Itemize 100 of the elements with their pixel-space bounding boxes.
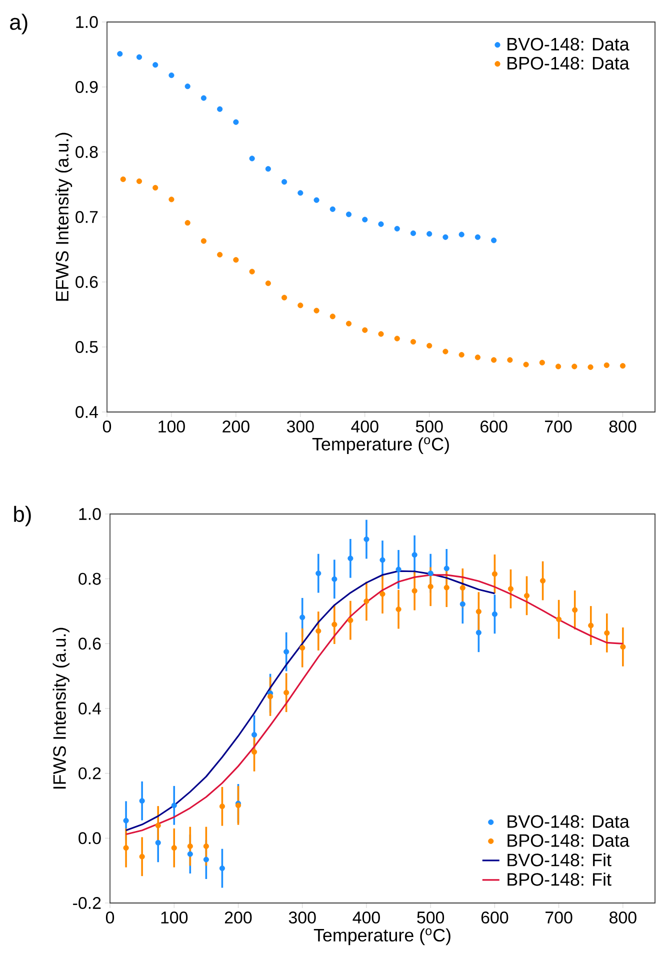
point [362, 327, 368, 333]
x-axis-title: Temperature ($^{o}$C) [314, 928, 450, 946]
point [332, 622, 338, 628]
point [200, 95, 207, 101]
point [460, 601, 466, 607]
point [184, 84, 190, 90]
point [265, 166, 271, 172]
point [139, 798, 145, 804]
point [492, 611, 498, 617]
point [555, 364, 562, 370]
point [136, 54, 142, 60]
legend-label: BVO-148: Data [508, 815, 630, 828]
x-tick-label: 600 [481, 912, 508, 924]
point [155, 822, 161, 828]
point [219, 866, 226, 872]
point [380, 591, 386, 597]
point [332, 576, 338, 582]
point [168, 196, 174, 202]
point [314, 197, 320, 203]
x-tick-label: 100 [158, 420, 185, 433]
point [171, 845, 177, 851]
point [300, 645, 306, 651]
x-tick-label: 500 [416, 420, 443, 433]
y-tick-label: 0.4 [76, 406, 98, 418]
x-tick-label: 300 [288, 912, 316, 924]
point [200, 238, 207, 244]
point [203, 856, 209, 862]
point [364, 536, 370, 542]
point [217, 106, 223, 112]
point [203, 843, 209, 850]
point [604, 362, 610, 368]
x-tick-label: 200 [222, 420, 250, 433]
point [314, 308, 320, 314]
point [233, 119, 239, 125]
point [316, 628, 322, 634]
point [348, 618, 354, 624]
point [217, 252, 223, 258]
point [330, 206, 336, 212]
point [491, 357, 497, 363]
x-tick-label: 0 [102, 420, 112, 433]
point [491, 238, 497, 244]
point [136, 178, 142, 184]
legend-label: BPO-148: Data [508, 56, 630, 70]
point [604, 630, 610, 636]
x-tick-label: 200 [224, 912, 252, 924]
x-tick-label: 500 [417, 912, 444, 924]
point [316, 570, 322, 576]
point [123, 845, 129, 851]
point [460, 585, 466, 591]
point [412, 552, 418, 558]
y-axis-title: EFWS Intensity (a.u.) [55, 132, 72, 301]
point [298, 302, 304, 308]
point [426, 231, 432, 237]
point [588, 364, 594, 370]
x-tick-label: 700 [545, 420, 572, 433]
point [588, 622, 594, 628]
point [394, 336, 400, 342]
point [394, 226, 400, 232]
y-tick-label: -0.2 [73, 896, 101, 909]
point [378, 331, 384, 337]
point [346, 212, 352, 218]
point [364, 598, 370, 604]
y-tick-label: 0.0 [78, 832, 101, 844]
point [620, 363, 626, 369]
point [458, 232, 464, 238]
y-tick-label: 0.7 [76, 210, 98, 223]
point [184, 220, 190, 226]
legend-label: BPO-148: Fit [508, 872, 612, 886]
point [300, 614, 306, 620]
point [572, 364, 578, 370]
point [187, 851, 193, 857]
point [442, 234, 448, 240]
point [281, 294, 288, 300]
point [426, 342, 432, 348]
point [281, 179, 288, 185]
chart-title: b) [14, 506, 31, 526]
point [362, 216, 368, 222]
point [410, 338, 416, 345]
x-tick-label: 0 [106, 912, 114, 924]
point [249, 156, 255, 162]
x-tick-label: 400 [351, 420, 378, 433]
point [492, 571, 498, 577]
point [507, 357, 513, 363]
point [267, 694, 274, 700]
point [152, 62, 158, 68]
point [117, 51, 123, 57]
point [620, 644, 626, 650]
point [219, 804, 226, 810]
point [152, 184, 158, 191]
y-axis-title: IFWS Intensity (a.u.) [52, 628, 70, 789]
point [458, 352, 464, 358]
y-tick-label: 0.6 [76, 276, 98, 288]
point [523, 362, 529, 368]
point [168, 72, 174, 78]
legend-label: BPO-148: Data [508, 834, 630, 847]
point [396, 566, 402, 572]
x-axis-title: Temperature ($^{o}$C) [312, 437, 449, 454]
point [284, 648, 290, 655]
point [444, 584, 450, 590]
point [139, 854, 145, 860]
